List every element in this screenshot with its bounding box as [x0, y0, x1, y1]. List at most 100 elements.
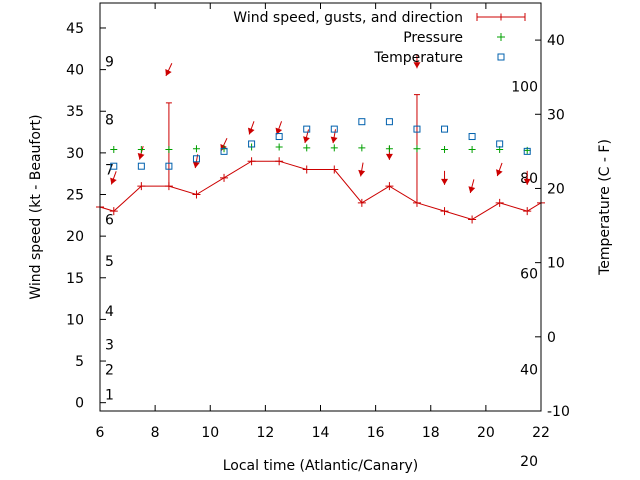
- wind-direction-arrowhead: [413, 62, 421, 69]
- x-tick-label: 16: [367, 425, 385, 441]
- y-tick-label: 30: [66, 146, 84, 162]
- y-tick-label: 40: [66, 63, 84, 79]
- y2-tick-label: 30: [547, 107, 565, 123]
- wind-direction-arrowhead: [192, 161, 200, 169]
- pressure-point: [358, 144, 366, 152]
- plot-frame: [99, 2, 542, 412]
- temperature-point: [441, 125, 449, 133]
- wind-speed-point: [137, 182, 146, 191]
- data-layer: [96, 54, 545, 224]
- beaufort-label: 6: [105, 212, 114, 228]
- beaufort-label: 3: [105, 337, 114, 353]
- beaufort-label: 2: [105, 362, 114, 378]
- wind-direction-arrowhead: [247, 127, 255, 135]
- y2-tick-label: 10: [547, 256, 565, 272]
- pressure-point: [413, 145, 421, 153]
- wind-speed-point: [302, 165, 311, 174]
- wind-direction-arrowhead: [441, 178, 449, 185]
- x-tick-label: 8: [151, 425, 160, 441]
- temperature-point: [220, 147, 228, 155]
- y-tick-label: 0: [75, 396, 84, 412]
- legend-label: Wind speed, gusts, and direction: [233, 10, 463, 26]
- temperature-point: [248, 140, 256, 148]
- temperature-point: [137, 162, 145, 170]
- beaufort-label: 4: [105, 304, 114, 320]
- temperature-point: [275, 133, 283, 141]
- fahrenheit-label: 60: [520, 267, 538, 283]
- wind-speed-point: [523, 207, 532, 216]
- legend-pressure-marker: [497, 33, 505, 41]
- axes-layer: 6 8 10 12 14 16 18 20 22051015202530354045-10010…: [66, 3, 570, 470]
- x-axis-label: Local time (Atlantic/Canary): [223, 458, 419, 474]
- legend-wind-marker: [476, 13, 526, 21]
- y-tick-label: 45: [66, 21, 84, 37]
- y2-axis-label: Temperature (C - F): [597, 139, 613, 276]
- wind-direction-arrowhead: [496, 169, 503, 177]
- temperature-point: [385, 118, 393, 126]
- y-tick-label: 35: [66, 104, 84, 120]
- wind-speed-point: [385, 182, 394, 191]
- wind-speed-point: [495, 198, 504, 207]
- beaufort-label: 1: [105, 387, 114, 403]
- pressure-point: [165, 146, 173, 154]
- x-tick-label: 18: [422, 425, 440, 441]
- pressure-point: [303, 144, 311, 152]
- beaufort-label: 7: [105, 163, 114, 179]
- wind-direction-arrowhead: [110, 177, 117, 185]
- temperature-point: [523, 147, 531, 155]
- wind-speed-point: [109, 207, 118, 216]
- y-tick-label: 10: [66, 312, 84, 328]
- x-tick-label: 6: [96, 425, 105, 441]
- x-tick-label: 12: [256, 425, 274, 441]
- y2-tick-label: -10: [547, 404, 570, 420]
- x-tick-label: 20: [477, 425, 495, 441]
- temperature-point: [358, 118, 366, 126]
- wind-direction-arrowhead: [137, 152, 145, 160]
- beaufort-label: 9: [105, 54, 114, 70]
- pressure-point: [441, 146, 449, 154]
- legend: Wind speed, gusts, and direction Pressure…: [233, 10, 526, 66]
- fahrenheit-label: 20: [520, 454, 538, 470]
- wind-speed-point: [192, 190, 201, 199]
- temperature-point: [303, 125, 311, 133]
- legend-label: Pressure: [403, 30, 463, 46]
- y2-tick-label: 0: [547, 330, 556, 346]
- wind-direction-arrowhead: [358, 169, 366, 177]
- temperature-point: [165, 162, 173, 170]
- pressure-point: [385, 145, 393, 153]
- pressure-point: [468, 146, 476, 154]
- wind-direction-arrowhead: [468, 186, 476, 193]
- temperature-point: [192, 155, 200, 163]
- temperature-point: [413, 125, 421, 133]
- wind-speed-point: [330, 165, 339, 174]
- temperature-point: [330, 125, 338, 133]
- wind-direction-arrowhead: [275, 127, 283, 135]
- wind-direction-arrowhead: [330, 136, 338, 144]
- wind-speed-point: [468, 215, 477, 224]
- y-tick-label: 15: [66, 271, 84, 287]
- y-tick-label: 20: [66, 229, 84, 245]
- legend-label: Temperature: [373, 50, 463, 66]
- beaufort-label: 8: [105, 113, 114, 129]
- wind-gust-bar: [165, 102, 172, 187]
- temperature-point: [496, 140, 504, 148]
- x-tick-label: 22: [532, 425, 550, 441]
- beaufort-label: 5: [105, 254, 114, 270]
- wind-direction-arrowhead: [165, 69, 172, 76]
- y-axis-label: Wind speed (kt - Beaufort): [28, 114, 44, 299]
- y-tick-label: 5: [75, 354, 84, 370]
- wind-direction-arrowhead: [385, 153, 393, 160]
- wind-speed-point: [275, 157, 284, 166]
- pressure-point: [137, 146, 145, 154]
- fahrenheit-label: 40: [520, 362, 538, 378]
- wind-speed-point: [440, 207, 449, 216]
- pressure-point: [110, 146, 118, 154]
- wind-direction-arrowhead: [303, 136, 310, 143]
- y2-tick-label: 20: [547, 181, 565, 197]
- wind-speed-line: [99, 160, 542, 221]
- temperature-point: [110, 162, 118, 170]
- pressure-point: [330, 144, 338, 152]
- x-tick-label: 14: [312, 425, 330, 441]
- pressure-point: [192, 145, 200, 153]
